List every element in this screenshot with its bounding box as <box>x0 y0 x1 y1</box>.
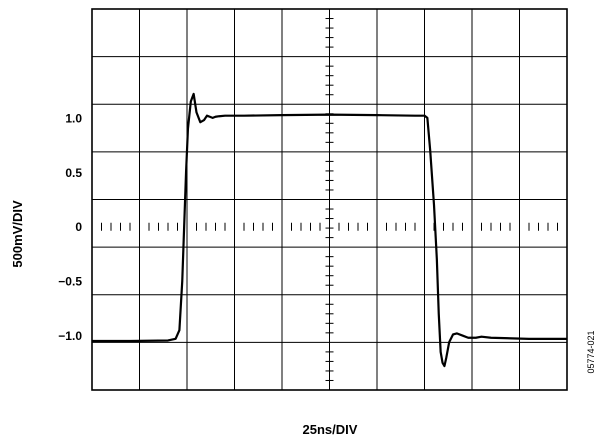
y-axis-label: 500mV/DIV <box>10 200 25 268</box>
plot-frame <box>91 8 568 391</box>
y-tick-labels: 1.0 0.5 0 −0.5 −1.0 <box>58 111 82 343</box>
y-tick-label: −1.0 <box>58 329 82 343</box>
grid <box>92 9 567 390</box>
center-axis-ticks <box>101 18 558 381</box>
figure-code: 05774-021 <box>586 330 596 373</box>
waveform-trace <box>92 92 567 368</box>
trace-layer <box>92 92 567 368</box>
y-tick-label: −0.5 <box>58 275 82 289</box>
x-axis-label: 25ns/DIV <box>303 422 358 437</box>
y-tick-label: 0 <box>75 220 82 234</box>
y-tick-label: 0.5 <box>65 166 82 180</box>
y-tick-label: 1.0 <box>65 111 82 125</box>
